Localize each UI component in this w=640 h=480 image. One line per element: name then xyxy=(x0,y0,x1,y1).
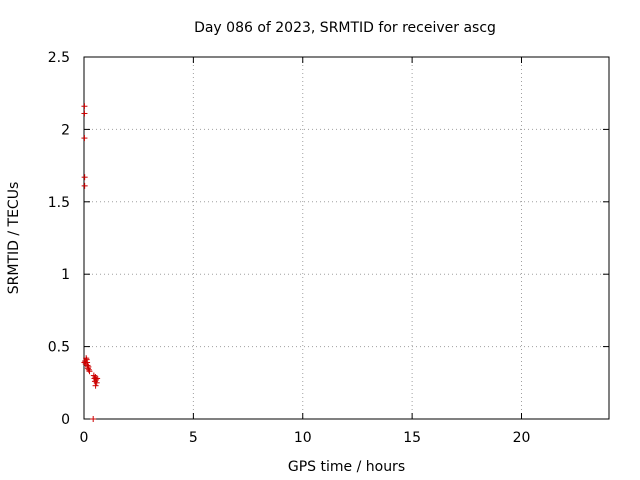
grid-lines xyxy=(84,57,609,419)
data-point xyxy=(93,376,100,383)
data-point xyxy=(90,416,97,422)
y-tick-label: 2.5 xyxy=(48,50,70,66)
y-tick-label: 1 xyxy=(61,267,70,283)
plot-frame xyxy=(83,56,610,420)
data-point xyxy=(81,174,88,181)
x-tick-label: 15 xyxy=(403,430,421,446)
data-point xyxy=(81,182,88,189)
axis-ticks xyxy=(83,56,609,420)
y-axis-title: SRMTID / TECUs xyxy=(6,182,22,295)
data-point xyxy=(81,135,88,142)
data-point xyxy=(81,110,88,117)
x-tick-label: 20 xyxy=(513,430,531,446)
data-point xyxy=(92,382,99,389)
chart-title: Day 086 of 2023, SRMTID for receiver asc… xyxy=(194,20,496,36)
data-point xyxy=(85,366,92,373)
x-tick-label: 0 xyxy=(80,430,89,446)
data-point xyxy=(81,103,88,110)
x-axis-title: GPS time / hours xyxy=(288,459,405,475)
tick-labels: 0 5 10 15 20 0 0.5 1 1.5 2 2.5 xyxy=(48,50,531,446)
y-tick-label: 1.5 xyxy=(48,195,70,211)
data-points xyxy=(81,103,101,422)
y-tick-label: 0 xyxy=(61,412,70,428)
y-tick-label: 2 xyxy=(61,122,70,138)
y-tick-label: 0.5 xyxy=(48,340,70,356)
data-point xyxy=(94,375,101,382)
x-tick-label: 10 xyxy=(294,430,312,446)
x-tick-label: 5 xyxy=(189,430,198,446)
data-point xyxy=(86,368,93,375)
